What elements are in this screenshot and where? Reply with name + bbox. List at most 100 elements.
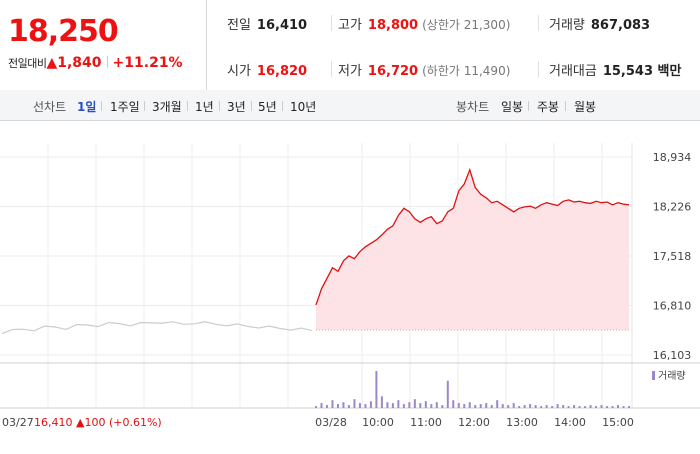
volume-bar <box>490 405 493 408</box>
tab-5years[interactable]: 5년 <box>258 100 277 114</box>
tab-3months[interactable]: 3개월 <box>152 100 182 114</box>
x-tick-label: 03/28 <box>315 416 347 429</box>
tab-1year[interactable]: 1년 <box>195 100 214 114</box>
volume-bar <box>364 404 367 408</box>
stat-label: 전일 <box>227 18 251 33</box>
volume-bar <box>320 403 323 408</box>
stat-prev-close: 전일 16,410 <box>227 14 307 33</box>
volume-bar <box>336 404 339 408</box>
volume-bar <box>452 400 455 408</box>
divider <box>187 101 188 111</box>
volume-bar <box>424 401 427 408</box>
divider <box>251 101 252 111</box>
volume-bar <box>331 400 334 408</box>
volume-bar <box>545 405 548 408</box>
volume-bar <box>617 405 620 408</box>
volume-bar <box>347 405 350 408</box>
volume-bar <box>391 403 394 408</box>
volume-bar <box>375 371 378 408</box>
volume-bar <box>540 406 543 408</box>
volume-bar <box>501 404 504 408</box>
tab-3years[interactable]: 3년 <box>227 100 246 114</box>
stat-open: 시가 16,820 <box>227 60 307 79</box>
volume-bar <box>463 404 466 408</box>
volume-bar <box>325 405 328 408</box>
divider <box>101 101 102 111</box>
tab-daily-candle[interactable]: 일봉 <box>501 100 524 114</box>
stat-value: 18,800 <box>367 18 419 33</box>
volume-bar <box>606 406 609 408</box>
volume-bar <box>474 405 477 408</box>
stat-low: 저가 16,720 (하한가 11,490) <box>338 60 510 79</box>
y-tick-label: 16,103 <box>653 349 692 362</box>
chart-canvas: 18,934 18,226 17,518 16,810 16,103 거래량 03/28 10… <box>0 143 700 429</box>
x-tick-label: 13:00 <box>506 416 538 429</box>
volume-bar <box>468 402 471 408</box>
x-tick-label: 12:00 <box>458 416 490 429</box>
stat-extra: (상한가 21,300) <box>422 18 511 32</box>
divider <box>282 101 283 111</box>
stat-label: 시가 <box>227 64 251 79</box>
volume-bar <box>567 406 570 408</box>
change-percent: +11.21% <box>112 55 183 71</box>
volume-bar <box>507 405 510 408</box>
prev-day-label: 03/27 <box>2 416 34 429</box>
volume-bar <box>595 406 598 408</box>
volume-bar <box>358 403 361 408</box>
stat-extra: (하한가 11,490) <box>422 64 511 78</box>
y-tick-label: 18,226 <box>653 201 692 214</box>
legend-volume: 거래량 <box>658 370 686 382</box>
prev-day-line <box>1 321 313 335</box>
stat-label: 고가 <box>338 18 362 33</box>
volume-bar <box>523 405 526 408</box>
volume-bar <box>589 405 592 408</box>
price-line <box>315 167 630 306</box>
x-tick-label: 15:00 <box>602 416 634 429</box>
divider <box>331 15 332 31</box>
volume-bar <box>600 405 603 408</box>
volume-bar <box>611 406 614 408</box>
quote-header: 18,250 전일대비▲1,840 +11.21% 전일 16,410 시가 16,8… <box>0 0 700 91</box>
stat-trade-amount: 거래대금 15,543 백만 <box>549 60 681 79</box>
volume-bar <box>342 402 345 408</box>
volume-bar <box>485 403 488 408</box>
tab-1week[interactable]: 1주일 <box>110 100 140 114</box>
stat-high: 고가 18,800 (상한가 21,300) <box>338 14 510 33</box>
x-tick-label: 14:00 <box>554 416 586 429</box>
volume-bar <box>562 405 565 408</box>
change-label: 전일대비 <box>8 57 47 70</box>
y-tick-label: 18,934 <box>653 151 692 164</box>
x-tick-label: 11:00 <box>410 416 442 429</box>
volume-bar <box>496 400 499 408</box>
stat-volume: 거래량 867,083 <box>549 14 650 33</box>
chart-tab-bar: 선차트 1일 1주일 3개월 1년 3년 5년 10년 봉차트 일봉 주봉 월봉 <box>0 90 700 121</box>
current-price: 18,250 <box>8 14 119 49</box>
divider <box>219 101 220 111</box>
tab-10years[interactable]: 10년 <box>290 100 317 114</box>
stats-panel: 전일 16,410 시가 16,820 고가 18,800 (상한가 21,300) 저… <box>207 0 700 90</box>
volume-bar <box>512 403 515 408</box>
volume-bar <box>551 406 554 408</box>
volume-bar <box>518 406 521 408</box>
volume-bar <box>430 404 433 408</box>
divider <box>528 101 529 111</box>
volume-bar <box>573 405 576 408</box>
candle-chart-label: 봉차트 <box>456 100 490 114</box>
divider <box>106 56 108 68</box>
volume-bar <box>584 406 587 408</box>
y-tick-label: 17,518 <box>653 250 692 263</box>
volume-bar <box>380 396 383 408</box>
tab-monthly-candle[interactable]: 월봉 <box>574 100 597 114</box>
stat-value: 15,543 백만 <box>602 64 682 79</box>
divider <box>538 61 539 77</box>
volume-bar <box>413 399 416 408</box>
volume-bar <box>446 380 449 408</box>
price-chart: 18,934 18,226 17,518 16,810 16,103 거래량 03/28 10… <box>0 121 700 450</box>
tab-1day[interactable]: 1일 <box>77 100 97 114</box>
volume-bar <box>578 406 581 408</box>
volume-bar <box>622 406 625 408</box>
stat-value: 16,410 <box>256 18 308 33</box>
price-area <box>316 169 629 330</box>
tab-weekly-candle[interactable]: 주봉 <box>537 100 560 114</box>
stat-value: 16,820 <box>256 64 308 79</box>
